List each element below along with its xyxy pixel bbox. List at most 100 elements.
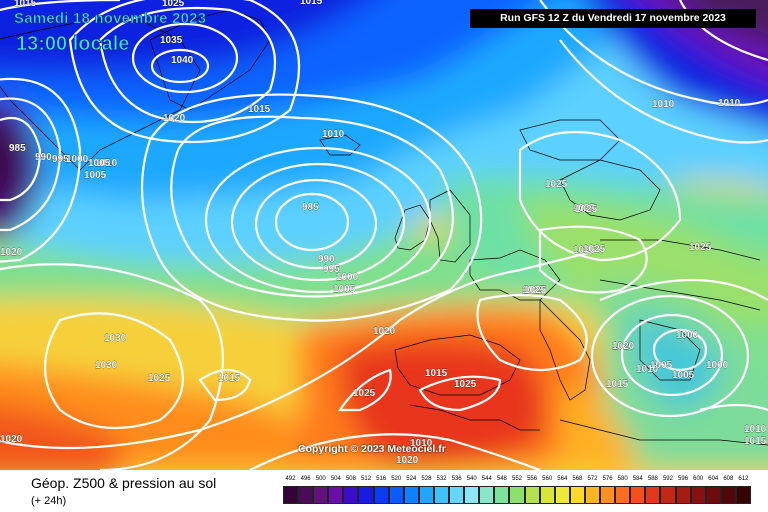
scale-value: 540: [466, 476, 477, 482]
svg-text:1025: 1025: [545, 179, 568, 190]
svg-text:1020: 1020: [373, 326, 396, 337]
scale-value: 536: [451, 476, 462, 482]
svg-text:1025: 1025: [454, 379, 477, 390]
scale-swatch: [584, 486, 601, 504]
geopotential-map: 1015 1025 1015 1035 1040 1015 1020 1010 …: [0, 0, 768, 470]
scale-value: 560: [542, 476, 553, 482]
scale-swatch: [705, 486, 721, 504]
svg-text:1015: 1015: [425, 368, 448, 379]
scale-swatch: [328, 486, 344, 504]
svg-text:1025: 1025: [522, 285, 545, 296]
svg-text:1005: 1005: [650, 360, 673, 371]
svg-text:1020: 1020: [396, 455, 419, 466]
color-scale: 492 496 500 504 508 512 516 520 524 528 532 536 540 5…: [283, 476, 751, 508]
scale-value: 572: [587, 476, 598, 482]
scale-swatch: [509, 486, 525, 504]
scale-swatch: [690, 486, 706, 504]
scale-value: 528: [421, 476, 432, 482]
scale-swatch: [464, 486, 480, 504]
legend-title: Géop. Z500 & pression au sol: [31, 475, 217, 491]
svg-text:1025: 1025: [573, 203, 596, 214]
svg-text:1025: 1025: [689, 242, 712, 253]
svg-text:1030: 1030: [104, 333, 127, 344]
model-run-info: Run GFS 12 Z du Vendredi 17 novembre 202…: [470, 9, 756, 28]
scale-swatch: [433, 486, 450, 504]
svg-text:1000: 1000: [706, 360, 729, 371]
scale-swatch: [569, 486, 585, 504]
svg-text:1025: 1025: [148, 373, 171, 384]
svg-text:1030: 1030: [95, 360, 118, 371]
svg-text:1025: 1025: [583, 244, 606, 255]
scale-swatch: [539, 486, 555, 504]
svg-text:1010: 1010: [410, 438, 433, 449]
svg-text:1010: 1010: [652, 99, 675, 110]
svg-text:995: 995: [323, 264, 340, 275]
svg-text:1025: 1025: [573, 245, 596, 256]
scale-value: 576: [602, 476, 613, 482]
scale-swatch: [298, 486, 314, 504]
scale-value: 504: [330, 476, 341, 482]
scale-value: 552: [511, 476, 523, 482]
scale-swatch: [494, 486, 510, 504]
scale-swatch: [600, 486, 616, 504]
scale-value: 512: [361, 476, 372, 482]
scale-value: 524: [406, 476, 417, 482]
scale-swatch: [660, 486, 676, 504]
svg-text:1010: 1010: [636, 364, 659, 375]
svg-text:985: 985: [9, 143, 26, 154]
svg-text:1025: 1025: [524, 285, 547, 296]
svg-text:1040: 1040: [171, 55, 194, 66]
scale-value: 612: [738, 476, 749, 482]
scale-value: 608: [723, 476, 734, 482]
svg-text:1020: 1020: [612, 341, 635, 352]
scale-value: 580: [617, 476, 628, 482]
scale-value: 588: [647, 476, 658, 482]
svg-text:1025: 1025: [162, 0, 185, 9]
scale-value: 564: [557, 476, 568, 482]
scale-value: 584: [632, 476, 643, 482]
scale-swatch: [283, 486, 299, 504]
legend-subtitle: (+ 24h): [31, 495, 67, 507]
svg-text:1015: 1015: [14, 0, 37, 9]
scale-swatch: [313, 486, 329, 504]
svg-text:1020: 1020: [0, 434, 23, 445]
svg-text:985: 985: [302, 202, 319, 213]
svg-text:1025: 1025: [353, 388, 376, 399]
svg-text:1025: 1025: [575, 204, 598, 215]
svg-text:1015: 1015: [300, 0, 323, 7]
scale-swatch: [479, 486, 495, 504]
copyright-notice: Copyright © 2023 Meteociel.fr: [298, 443, 446, 455]
scale-swatch: [449, 486, 465, 504]
scale-value: 500: [315, 476, 326, 482]
scale-value: 492: [285, 476, 296, 482]
z500-color-field: [0, 0, 768, 470]
forecast-date: Samedi 18 novembre 2023: [14, 10, 207, 28]
scale-swatch: [403, 486, 419, 504]
svg-text:1015: 1015: [218, 373, 241, 384]
scale-swatch: [388, 486, 404, 504]
svg-text:1035: 1035: [160, 35, 183, 46]
scale-value: 532: [436, 476, 447, 482]
scale-value: 600: [693, 476, 704, 482]
svg-text:1000: 1000: [676, 330, 699, 341]
scale-swatch: [645, 486, 661, 504]
svg-text:1005: 1005: [672, 370, 695, 381]
scale-swatch: [343, 486, 359, 504]
scale-value: 496: [300, 476, 311, 482]
scale-value: 556: [527, 476, 538, 482]
scale-value: 508: [345, 476, 356, 482]
legend-panel: Géop. Z500 & pression au sol (+ 24h) 492…: [0, 470, 768, 512]
scale-swatch: [524, 486, 540, 504]
scale-value: 544: [481, 476, 492, 482]
forecast-local-time: 13:00 locale: [16, 33, 130, 56]
svg-text:990: 990: [318, 254, 335, 265]
scale-value: 604: [708, 476, 719, 482]
isobar-labels: 1015 1025 1015 1035 1040 1015 1020 1010 …: [0, 0, 767, 466]
scale-swatch: [720, 486, 736, 504]
scale-value: 520: [391, 476, 402, 482]
scale-swatch: [630, 486, 646, 504]
svg-text:1015: 1015: [248, 104, 271, 115]
svg-text:1010: 1010: [95, 158, 118, 169]
svg-text:1020: 1020: [163, 113, 186, 124]
